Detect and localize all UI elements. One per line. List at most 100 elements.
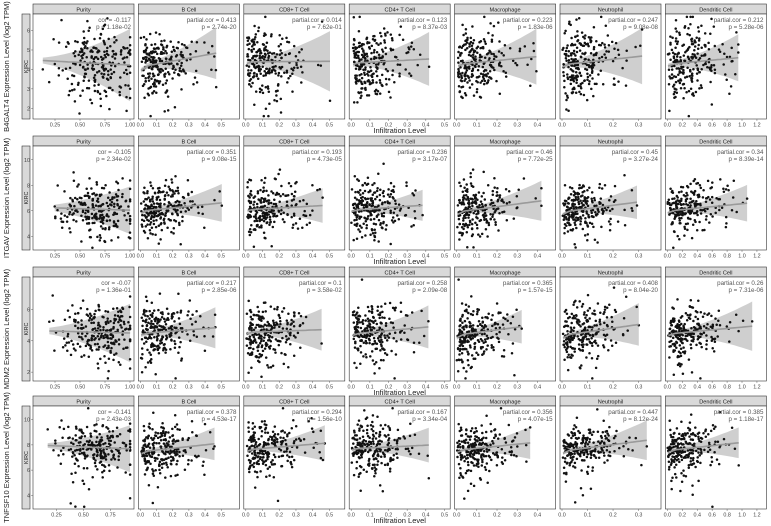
data-point [369,333,372,336]
data-point [213,313,217,316]
data-point [363,81,367,85]
data-point [692,179,695,183]
data-point [247,371,250,374]
data-point [710,64,713,67]
data-point [635,305,638,309]
data-point [678,238,681,241]
data-point [573,350,576,353]
data-point [169,189,172,192]
confidence-band [668,34,739,82]
data-point [412,224,415,227]
data-point [586,78,589,82]
data-point [530,57,533,61]
data-point [144,295,148,298]
data-point [535,70,538,73]
data-point [149,212,153,215]
data-point [148,317,151,320]
data-point [586,188,589,192]
data-point [269,305,273,308]
data-point [277,343,281,347]
data-point [252,228,256,231]
data-point [462,217,465,220]
data-point [76,321,80,324]
data-point [160,39,163,43]
data-point [467,363,470,367]
data-point [279,212,283,216]
data-point [467,353,470,356]
x-tick-label: 0.0 [347,385,355,391]
data-point [468,67,471,70]
data-point [165,191,169,194]
data-point [593,204,596,208]
data-point [110,346,113,350]
data-point [623,208,626,212]
data-point [74,40,77,43]
data-point [304,214,308,218]
data-point [154,31,158,34]
data-point [161,83,165,86]
data-point [582,203,585,207]
data-point [353,218,356,222]
data-point [288,332,291,335]
data-point [84,325,88,328]
data-point [381,347,384,350]
data-point [406,314,409,317]
data-point [152,84,156,88]
data-point [700,67,703,71]
data-point [673,64,676,68]
data-point [287,312,290,316]
data-point [102,325,105,329]
data-point [73,54,77,58]
data-point [690,76,693,80]
data-point [151,82,155,86]
data-point [508,46,512,50]
data-point [490,346,494,349]
data-point [613,308,617,312]
data-point [373,339,377,343]
data-point [73,196,77,200]
data-point [149,181,152,184]
data-point [177,351,180,354]
data-point [95,215,98,218]
data-point [579,82,583,86]
data-point [91,64,94,67]
data-point [162,349,165,352]
data-point [90,101,94,105]
data-point [245,344,249,347]
data-point [624,84,628,87]
data-point [464,32,468,35]
data-point [298,217,302,220]
data-point [572,212,575,215]
data-point [123,322,126,326]
data-point [674,37,678,40]
data-point [393,219,397,223]
data-point [697,194,700,197]
data-point [146,348,149,352]
data-point [583,326,587,329]
data-point [170,338,173,342]
data-point [389,211,392,215]
x-tick-label: 0.2 [275,385,283,391]
data-point [274,202,278,206]
data-point [354,64,358,67]
data-point [590,215,594,218]
data-point [469,312,473,316]
scatter-points [666,15,740,118]
data-point [377,53,381,57]
data-point [567,353,570,356]
data-point [292,311,296,314]
data-point [178,322,182,326]
data-point [677,214,681,217]
data-point [86,191,90,195]
data-point [184,72,187,75]
data-point [290,199,294,202]
data-point [57,74,61,77]
data-point [384,228,388,231]
data-point [128,96,132,100]
data-point [359,351,363,354]
data-point [292,325,296,328]
data-point [369,66,372,69]
data-point [700,54,703,57]
data-point [724,225,728,229]
data-point [290,318,293,322]
